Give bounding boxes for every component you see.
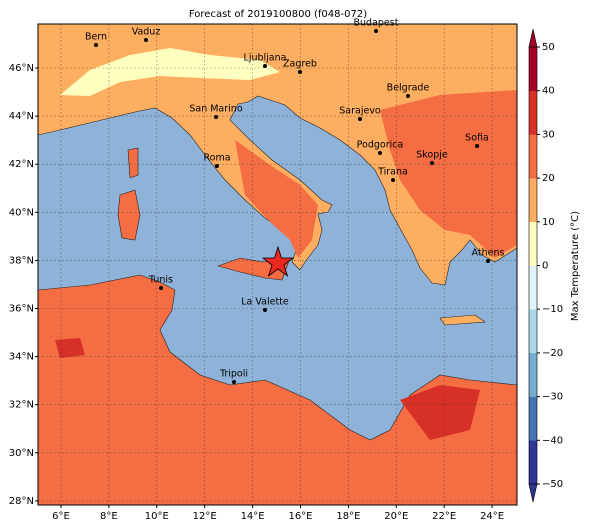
city-dot bbox=[486, 259, 490, 263]
colorbar-tick-label: −50 bbox=[542, 479, 563, 490]
colorbar-band bbox=[529, 221, 537, 266]
europe-warm bbox=[380, 90, 517, 258]
map-title: Forecast of 2019100800 (f048-072) bbox=[189, 9, 367, 20]
alps-cool bbox=[60, 48, 280, 96]
city-dot bbox=[215, 164, 219, 168]
city-dot bbox=[475, 144, 479, 148]
city-label: Sarajevo bbox=[339, 106, 381, 117]
colorbar-band bbox=[529, 265, 537, 310]
city-dot bbox=[94, 43, 98, 47]
colorbar-tick-label: −40 bbox=[542, 435, 563, 446]
forecast-location-star bbox=[261, 245, 295, 278]
city-dot bbox=[144, 38, 148, 42]
y-tick-label: 38°N bbox=[9, 255, 34, 266]
colorbar-tick-label: 40 bbox=[542, 86, 555, 97]
italy-warm bbox=[235, 140, 318, 258]
colorbar-band bbox=[529, 440, 537, 485]
y-tick-label: 44°N bbox=[9, 111, 34, 122]
x-tick-label: 16°E bbox=[288, 511, 312, 522]
map-frame bbox=[37, 23, 518, 506]
city-dot bbox=[406, 94, 410, 98]
colorbar-tick-label: −10 bbox=[542, 304, 563, 315]
y-tick-label: 34°N bbox=[9, 352, 34, 363]
city-label: Tunis bbox=[148, 275, 173, 286]
colorbar-band bbox=[529, 309, 537, 354]
city-label: Belgrade bbox=[387, 83, 430, 94]
city-label: Vaduz bbox=[132, 27, 161, 38]
x-tick-label: 24°E bbox=[480, 511, 504, 522]
colorbar-tick-label: 20 bbox=[542, 173, 555, 184]
colorbar-band bbox=[529, 352, 537, 397]
city-label: Bern bbox=[85, 32, 107, 43]
city-dot bbox=[214, 115, 218, 119]
corsica bbox=[127, 147, 139, 179]
city-label: San Marino bbox=[189, 104, 242, 115]
x-tick-label: 8°E bbox=[100, 511, 118, 522]
city-label: Roma bbox=[203, 153, 230, 164]
y-tick-label: 42°N bbox=[9, 159, 34, 170]
y-tick-label: 32°N bbox=[9, 400, 34, 411]
y-tick-label: 46°N bbox=[9, 63, 34, 74]
city-label: Tirana bbox=[377, 167, 408, 178]
city-label: Podgorica bbox=[357, 140, 404, 151]
colorbar-band bbox=[529, 90, 537, 135]
city-label: Sofia bbox=[465, 133, 489, 144]
city-dot bbox=[232, 380, 236, 384]
colorbar-tick-label: 50 bbox=[542, 42, 555, 53]
x-tick-label: 10°E bbox=[145, 511, 169, 522]
x-tick-label: 18°E bbox=[336, 511, 360, 522]
city-dot bbox=[159, 286, 163, 290]
colorbar-band bbox=[529, 134, 537, 179]
y-tick-label: 30°N bbox=[9, 448, 34, 459]
colorbar-tick-label: 30 bbox=[542, 129, 555, 140]
city-dot bbox=[374, 29, 378, 33]
x-tick-label: 14°E bbox=[241, 511, 265, 522]
x-tick-label: 20°E bbox=[384, 511, 408, 522]
city-label: Budapest bbox=[354, 18, 399, 29]
colorbar-tick-label: −20 bbox=[542, 348, 563, 359]
crete bbox=[439, 314, 486, 326]
x-tick-label: 6°E bbox=[52, 511, 70, 522]
city-label: Athens bbox=[472, 248, 505, 259]
africa-hot bbox=[55, 338, 480, 440]
sardinia bbox=[117, 189, 141, 241]
city-label: Ljubljana bbox=[244, 53, 287, 64]
europe-land bbox=[38, 24, 517, 286]
city-dot bbox=[378, 151, 382, 155]
africa-land bbox=[38, 274, 517, 505]
colorbar-label: Max Temperature (°C) bbox=[570, 211, 581, 321]
colorbar-tick-label: −30 bbox=[542, 392, 563, 403]
city-label: La Valette bbox=[241, 297, 289, 308]
city-dot bbox=[358, 117, 362, 121]
x-tick-label: 12°E bbox=[193, 511, 217, 522]
city-dot bbox=[263, 308, 267, 312]
colorbar-extend-high bbox=[528, 28, 538, 48]
colorbar-tick-label: 10 bbox=[542, 217, 555, 228]
map-area bbox=[38, 24, 517, 505]
city-label: Zagreb bbox=[283, 59, 317, 70]
colorbar-band bbox=[529, 396, 537, 441]
city-label: Skopje bbox=[416, 150, 448, 161]
y-tick-label: 28°N bbox=[9, 496, 34, 507]
colorbar-extend-low bbox=[528, 483, 538, 503]
city-dot bbox=[263, 64, 267, 68]
city-dot bbox=[391, 178, 395, 182]
colorbar-band bbox=[529, 47, 537, 91]
city-dot bbox=[298, 70, 302, 74]
colorbar-tick-label: 0 bbox=[542, 261, 548, 272]
y-tick-label: 40°N bbox=[9, 207, 34, 218]
city-dot bbox=[430, 161, 434, 165]
y-tick-label: 36°N bbox=[9, 304, 34, 315]
colorbar-band bbox=[529, 178, 537, 223]
x-tick-label: 22°E bbox=[432, 511, 456, 522]
city-label: Tripoli bbox=[219, 369, 248, 380]
